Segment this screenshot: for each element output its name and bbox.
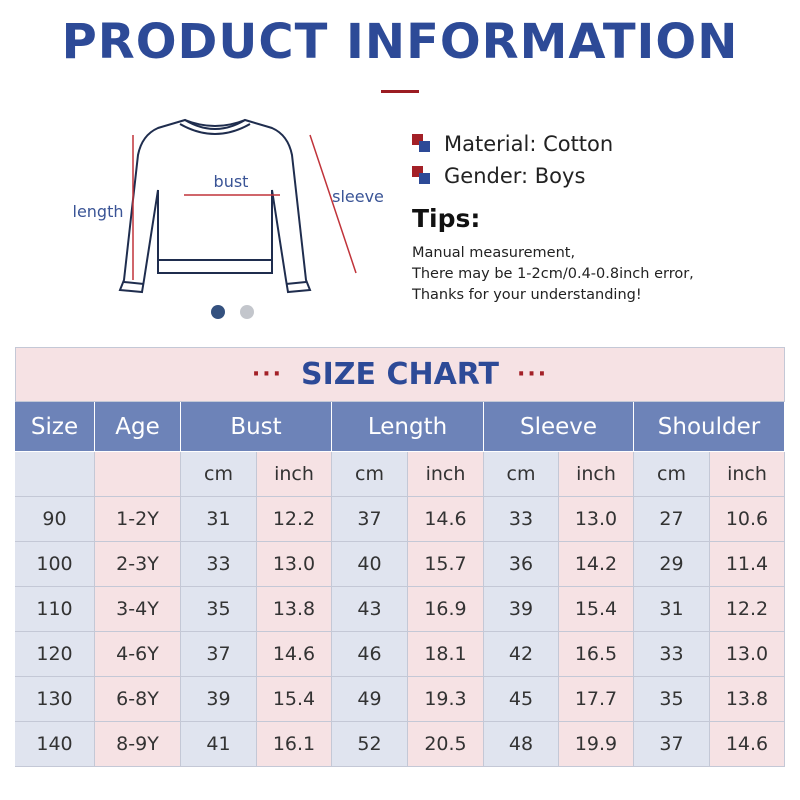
table-cell: 40 [332,542,408,587]
carousel-dot[interactable] [240,305,254,319]
table-cell: 29 [634,542,710,587]
column-header: Bust [181,402,332,452]
unit-header: cm [181,452,257,497]
table-cell: 37 [181,632,257,677]
table-cell: 1-2Y [95,497,181,542]
table-cell: 14.6 [257,632,332,677]
table-cell: 16.1 [257,722,332,767]
column-header: Size [15,402,95,452]
table-cell: 12.2 [710,587,785,632]
table-cell: 13.8 [257,587,332,632]
unit-header: inch [257,452,332,497]
diagram-label: bust [214,172,249,191]
table-cell: 46 [332,632,408,677]
table-cell: 14.2 [559,542,634,587]
tip-line: Manual measurement, [412,245,576,261]
table-cell: 13.0 [710,632,785,677]
table-cell: 39 [181,677,257,722]
table-cell: 33 [484,497,559,542]
table-cell: 15.4 [257,677,332,722]
info-line: Material: Cotton [412,132,613,156]
table-cell: 18.1 [408,632,484,677]
table-cell: 130 [15,677,95,722]
table-cell: 16.5 [559,632,634,677]
table-cell: 27 [634,497,710,542]
table-cell: 13.8 [710,677,785,722]
empty-cell [15,452,95,497]
table-cell: 36 [484,542,559,587]
table-cell: 35 [634,677,710,722]
table-cell: 14.6 [710,722,785,767]
info-text: Material: Cotton [444,132,614,156]
table-cell: 10.6 [710,497,785,542]
info-line: Gender: Boys [412,164,585,188]
table-cell: 33 [181,542,257,587]
table-cell: 110 [15,587,95,632]
table-cell: 41 [181,722,257,767]
table-cell: 42 [484,632,559,677]
column-header: Length [332,402,484,452]
table-cell: 15.4 [559,587,634,632]
info-text: Gender: Boys [444,164,586,188]
page-title: PRODUCT INFORMATION [61,14,739,70]
unit-header: inch [559,452,634,497]
table-cell: 2-3Y [95,542,181,587]
carousel-dot[interactable] [211,305,225,319]
table-cell: 4-6Y [95,632,181,677]
table-cell: 6-8Y [95,677,181,722]
table-cell: 100 [15,542,95,587]
table-cell: 120 [15,632,95,677]
unit-header: inch [408,452,484,497]
size-chart-header: ··· SIZE CHART ··· [15,347,785,402]
table-cell: 13.0 [257,542,332,587]
tips-title: Tips: [412,204,481,233]
table-cell: 16.9 [408,587,484,632]
table-cell: 19.3 [408,677,484,722]
unit-header: inch [710,452,785,497]
table-cell: 19.9 [559,722,634,767]
table-cell: 13.0 [559,497,634,542]
diagram-label: length [73,202,124,221]
table-cell: 43 [332,587,408,632]
decor: ··· [251,362,283,387]
unit-header: cm [332,452,408,497]
unit-header: cm [634,452,710,497]
tip-line: Thanks for your understanding! [412,287,642,303]
table-cell: 45 [484,677,559,722]
sweater-diagram: length bust sleeve [73,118,384,319]
table-cell: 37 [332,497,408,542]
table-cell: 33 [634,632,710,677]
table-cell: 90 [15,497,95,542]
table-cell: 35 [181,587,257,632]
column-header: Shoulder [634,402,785,452]
table-cell: 31 [634,587,710,632]
table-cell: 49 [332,677,408,722]
column-header: Age [95,402,181,452]
table-cell: 17.7 [559,677,634,722]
table-cell: 52 [332,722,408,767]
table-cell: 3-4Y [95,587,181,632]
table-cell: 20.5 [408,722,484,767]
table-cell: 8-9Y [95,722,181,767]
diagram-label: sleeve [332,187,384,206]
unit-header: cm [484,452,559,497]
table-cell: 37 [634,722,710,767]
empty-cell [95,452,181,497]
column-header: Sleeve [484,402,634,452]
decor: ··· [517,362,549,387]
table-cell: 31 [181,497,257,542]
table-cell: 12.2 [257,497,332,542]
table-cell: 14.6 [408,497,484,542]
table-cell: 39 [484,587,559,632]
tip-line: There may be 1-2cm/0.4-0.8inch error, [412,266,694,282]
title-rule [381,90,419,93]
table-cell: 15.7 [408,542,484,587]
table-cell: 11.4 [710,542,785,587]
size-chart-title: SIZE CHART [300,357,500,392]
table-cell: 140 [15,722,95,767]
table-cell: 48 [484,722,559,767]
